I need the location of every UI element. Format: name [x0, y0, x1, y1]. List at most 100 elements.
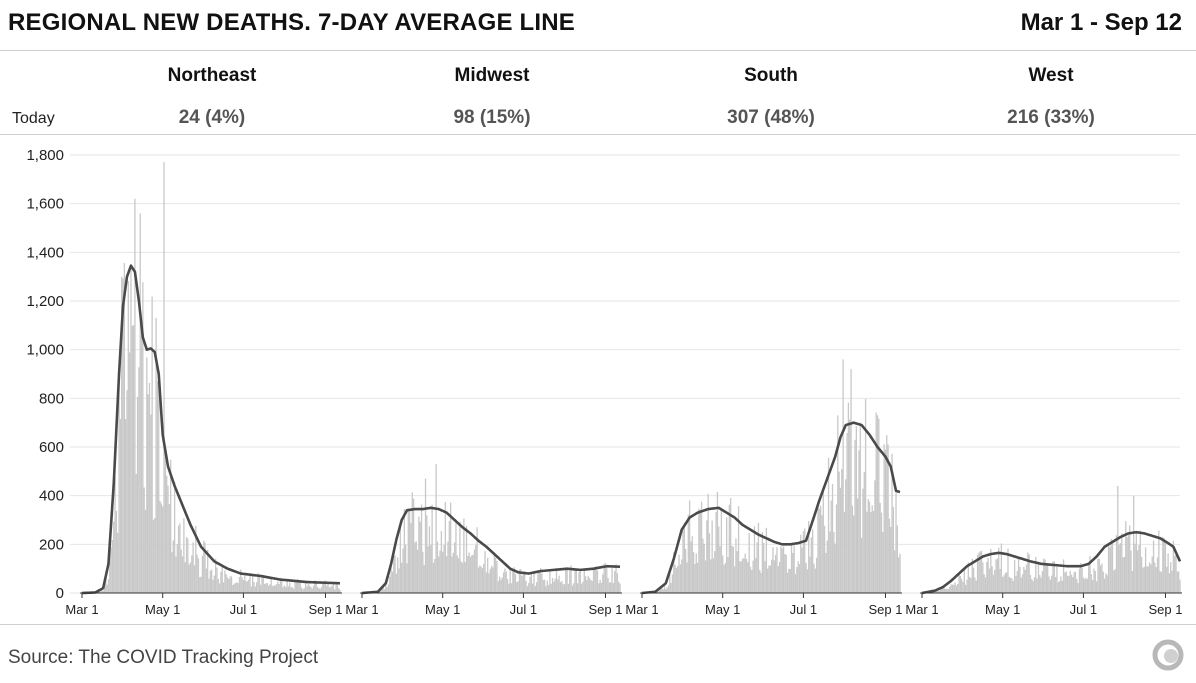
daily-death-bar	[455, 522, 456, 593]
daily-death-bar	[882, 532, 883, 593]
daily-death-bar	[726, 517, 727, 593]
x-tick-label: May 1	[985, 602, 1020, 617]
daily-death-bar	[269, 584, 270, 593]
daily-death-bar	[952, 585, 953, 593]
daily-death-bar	[271, 578, 272, 593]
daily-death-bar	[434, 559, 435, 593]
daily-death-bar	[1013, 581, 1014, 593]
daily-death-bar	[1050, 580, 1051, 593]
daily-death-bar	[602, 574, 603, 593]
daily-death-bar	[420, 522, 421, 593]
daily-death-bar	[490, 569, 491, 593]
daily-death-bar	[709, 533, 710, 593]
daily-death-bar	[133, 325, 134, 593]
daily-death-bar	[696, 553, 697, 593]
daily-death-bar	[1163, 538, 1164, 593]
daily-death-bar	[976, 581, 977, 593]
daily-death-bar	[861, 538, 862, 593]
daily-death-bar	[405, 545, 406, 593]
daily-death-bar	[406, 563, 407, 593]
daily-death-bar	[1092, 580, 1093, 593]
daily-death-bar	[1006, 572, 1007, 593]
daily-death-bar	[130, 264, 131, 593]
daily-death-bar	[797, 561, 798, 593]
daily-death-bar	[887, 445, 888, 593]
daily-death-bar	[674, 565, 675, 593]
daily-death-bar	[492, 567, 493, 593]
daily-death-bar	[877, 415, 878, 593]
daily-death-bar	[241, 577, 242, 593]
daily-death-bar	[597, 571, 598, 593]
daily-death-bar	[1017, 571, 1018, 593]
daily-death-bar	[1015, 576, 1016, 593]
daily-death-bar	[211, 570, 212, 593]
daily-death-bar	[310, 587, 311, 593]
daily-death-bar	[393, 555, 394, 593]
daily-death-bar	[862, 489, 863, 593]
daily-death-bar	[1026, 565, 1027, 593]
daily-death-bar	[1063, 559, 1064, 593]
daily-death-bar	[496, 561, 497, 593]
daily-death-bar	[409, 511, 410, 593]
daily-death-bar	[494, 552, 495, 593]
daily-death-bar	[388, 584, 389, 593]
daily-death-bar	[106, 585, 107, 593]
daily-death-bar	[829, 531, 830, 593]
daily-death-bar	[866, 512, 867, 593]
daily-death-bar	[1072, 577, 1073, 593]
y-tick-label: 200	[39, 536, 64, 553]
daily-death-bar	[1140, 531, 1141, 593]
daily-death-bar	[199, 577, 200, 593]
daily-death-bar	[284, 585, 285, 593]
daily-death-bar	[854, 440, 855, 593]
x-tick-label: Mar 1	[905, 602, 938, 617]
daily-death-bar	[1100, 565, 1101, 593]
daily-death-bar	[801, 548, 802, 593]
daily-death-bar	[782, 548, 783, 593]
daily-death-bar	[261, 577, 262, 593]
daily-death-bar	[1150, 564, 1151, 593]
y-tick-label: 1,800	[26, 147, 64, 164]
daily-death-bar	[973, 568, 974, 593]
daily-death-bar	[864, 472, 865, 593]
daily-death-bar	[949, 587, 950, 593]
daily-death-bar	[733, 547, 734, 593]
daily-death-bar	[410, 523, 411, 593]
daily-death-bar	[960, 576, 961, 593]
daily-death-bar	[125, 419, 126, 593]
daily-death-bar	[966, 580, 967, 593]
daily-death-bar	[991, 566, 992, 593]
daily-death-bar	[827, 541, 828, 593]
daily-death-bar	[309, 586, 310, 593]
daily-death-bar	[537, 570, 538, 593]
daily-death-bar	[573, 583, 574, 593]
daily-death-bar	[775, 555, 776, 593]
daily-death-bar	[710, 559, 711, 593]
daily-death-bar	[692, 536, 693, 593]
daily-death-bar	[329, 587, 330, 593]
daily-death-bar	[208, 579, 209, 593]
daily-death-bar	[548, 585, 549, 593]
daily-death-bar	[895, 489, 896, 593]
source-note: Source: The COVID Tracking Project	[8, 647, 318, 669]
daily-death-bar	[252, 576, 253, 593]
daily-death-bar	[277, 581, 278, 593]
daily-death-bar	[132, 326, 133, 593]
daily-death-bar	[876, 412, 877, 593]
daily-death-bar	[517, 581, 518, 593]
region-name-south: South	[651, 65, 891, 87]
daily-death-bar	[1067, 576, 1068, 593]
daily-death-bar	[1166, 567, 1167, 593]
daily-death-bar	[401, 563, 402, 593]
daily-death-bar	[714, 551, 715, 593]
daily-death-bar	[466, 526, 467, 593]
daily-death-bar	[275, 585, 276, 593]
daily-death-bar	[677, 566, 678, 593]
daily-death-bar	[564, 584, 565, 593]
daily-death-bar	[898, 557, 899, 593]
daily-death-bar	[1162, 537, 1163, 593]
daily-death-bar	[1103, 572, 1104, 593]
daily-death-bar	[438, 557, 439, 593]
daily-death-bar	[566, 570, 567, 593]
daily-death-bar	[222, 567, 223, 593]
